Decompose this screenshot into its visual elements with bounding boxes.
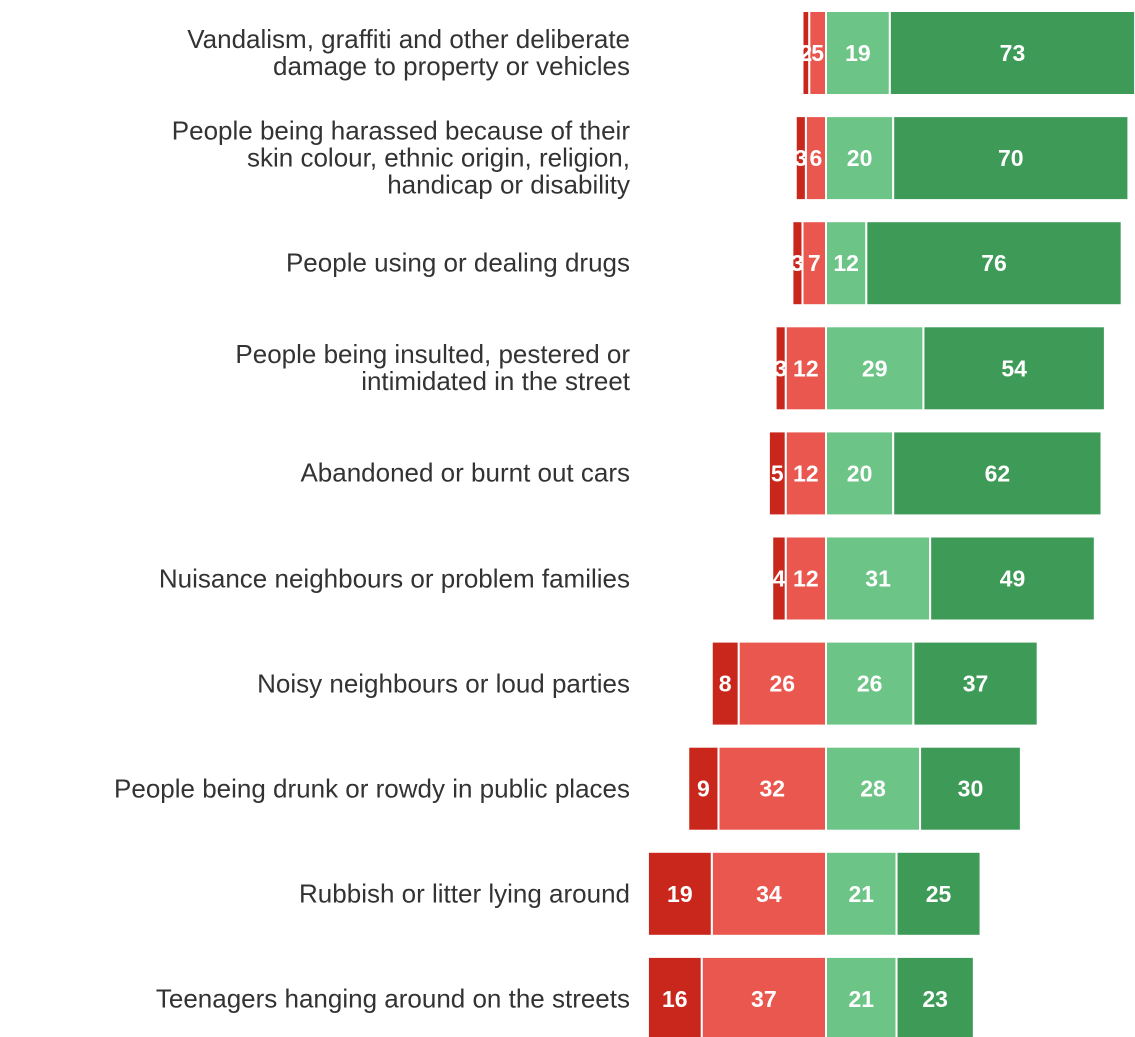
value-label: 16 — [662, 986, 688, 1012]
bar-segment — [825, 535, 932, 622]
value-label: 5 — [771, 460, 784, 486]
bar-segment — [912, 640, 1039, 727]
bar-segment — [895, 955, 975, 1037]
bar-segment — [687, 745, 720, 832]
value-label: 49 — [1000, 566, 1026, 592]
value-label: 26 — [770, 671, 796, 697]
value-label: 3 — [774, 355, 787, 381]
bar-segment — [710, 640, 740, 727]
value-label: 12 — [793, 355, 819, 381]
value-label: 4 — [773, 566, 786, 592]
bar-segment — [825, 955, 898, 1037]
value-label: 62 — [985, 460, 1011, 486]
value-label: 32 — [759, 776, 785, 802]
value-label: 29 — [862, 355, 888, 381]
value-label: 3 — [794, 145, 807, 171]
category-label: People being harassed because of their s… — [171, 115, 630, 200]
bar-segment — [825, 220, 868, 307]
bar-segment — [919, 745, 1022, 832]
bar-segment — [825, 745, 922, 832]
value-label: 12 — [793, 566, 819, 592]
bar-segment — [892, 115, 1130, 202]
bar-segment — [646, 955, 703, 1037]
value-label: 6 — [810, 145, 823, 171]
value-label: 21 — [848, 986, 874, 1012]
value-label: 21 — [848, 881, 874, 907]
value-label: 37 — [963, 671, 989, 697]
bar-segment — [700, 955, 827, 1037]
value-label: 34 — [756, 881, 782, 907]
category-label: Nuisance neighbours or problem families — [158, 563, 630, 593]
value-label: 54 — [1001, 355, 1027, 381]
value-label: 26 — [857, 671, 883, 697]
value-label: 70 — [998, 145, 1024, 171]
bar-segment — [771, 535, 787, 622]
value-label: 37 — [751, 986, 777, 1012]
value-label: 3 — [791, 250, 804, 276]
value-label: 9 — [697, 776, 710, 802]
category-label: Rubbish or litter lying around — [299, 878, 630, 909]
category-label: People using or dealing drugs — [285, 247, 630, 278]
value-label: 30 — [958, 776, 984, 802]
bar-segment — [895, 850, 982, 937]
bar-segment — [825, 10, 891, 96]
value-label: 12 — [793, 460, 819, 486]
bar-segment — [825, 325, 925, 412]
value-label: 2 — [799, 40, 812, 66]
category-label: People being drunk or rowdy in public pl… — [114, 773, 630, 804]
value-label: 23 — [922, 986, 948, 1012]
bar-segment — [922, 325, 1106, 412]
bar-segment — [929, 535, 1096, 622]
bar-segment — [646, 850, 713, 937]
category-label: People being insulted, pestered or intim… — [235, 339, 630, 397]
bar-segment — [791, 220, 804, 307]
value-label: 28 — [860, 776, 886, 802]
bar-segment — [774, 325, 787, 412]
value-label: 8 — [719, 671, 732, 697]
bar-segment — [888, 10, 1135, 96]
category-label: Vandalism, graffiti and other deliberate… — [187, 24, 630, 81]
bar-segment — [865, 220, 1123, 307]
bar-segment — [767, 430, 787, 517]
value-label: 19 — [667, 881, 693, 907]
bar-segment — [794, 115, 807, 202]
value-label: 73 — [1000, 40, 1026, 66]
value-label: 19 — [845, 40, 871, 66]
value-label: 76 — [981, 250, 1007, 276]
bar-segment — [825, 115, 895, 202]
bar-segment — [892, 430, 1103, 517]
value-label: 12 — [833, 250, 859, 276]
bar-segment — [801, 10, 811, 96]
value-label: 31 — [865, 566, 891, 592]
category-label: Noisy neighbours or loud parties — [257, 668, 630, 699]
value-label: 5 — [811, 40, 824, 66]
value-label: 20 — [847, 460, 873, 486]
value-label: 7 — [808, 250, 821, 276]
value-label: 20 — [847, 145, 873, 171]
category-label: Abandoned or burnt out cars — [300, 457, 630, 488]
category-label: Teenagers hanging around on the streets — [155, 983, 630, 1014]
value-label: 25 — [926, 881, 952, 907]
